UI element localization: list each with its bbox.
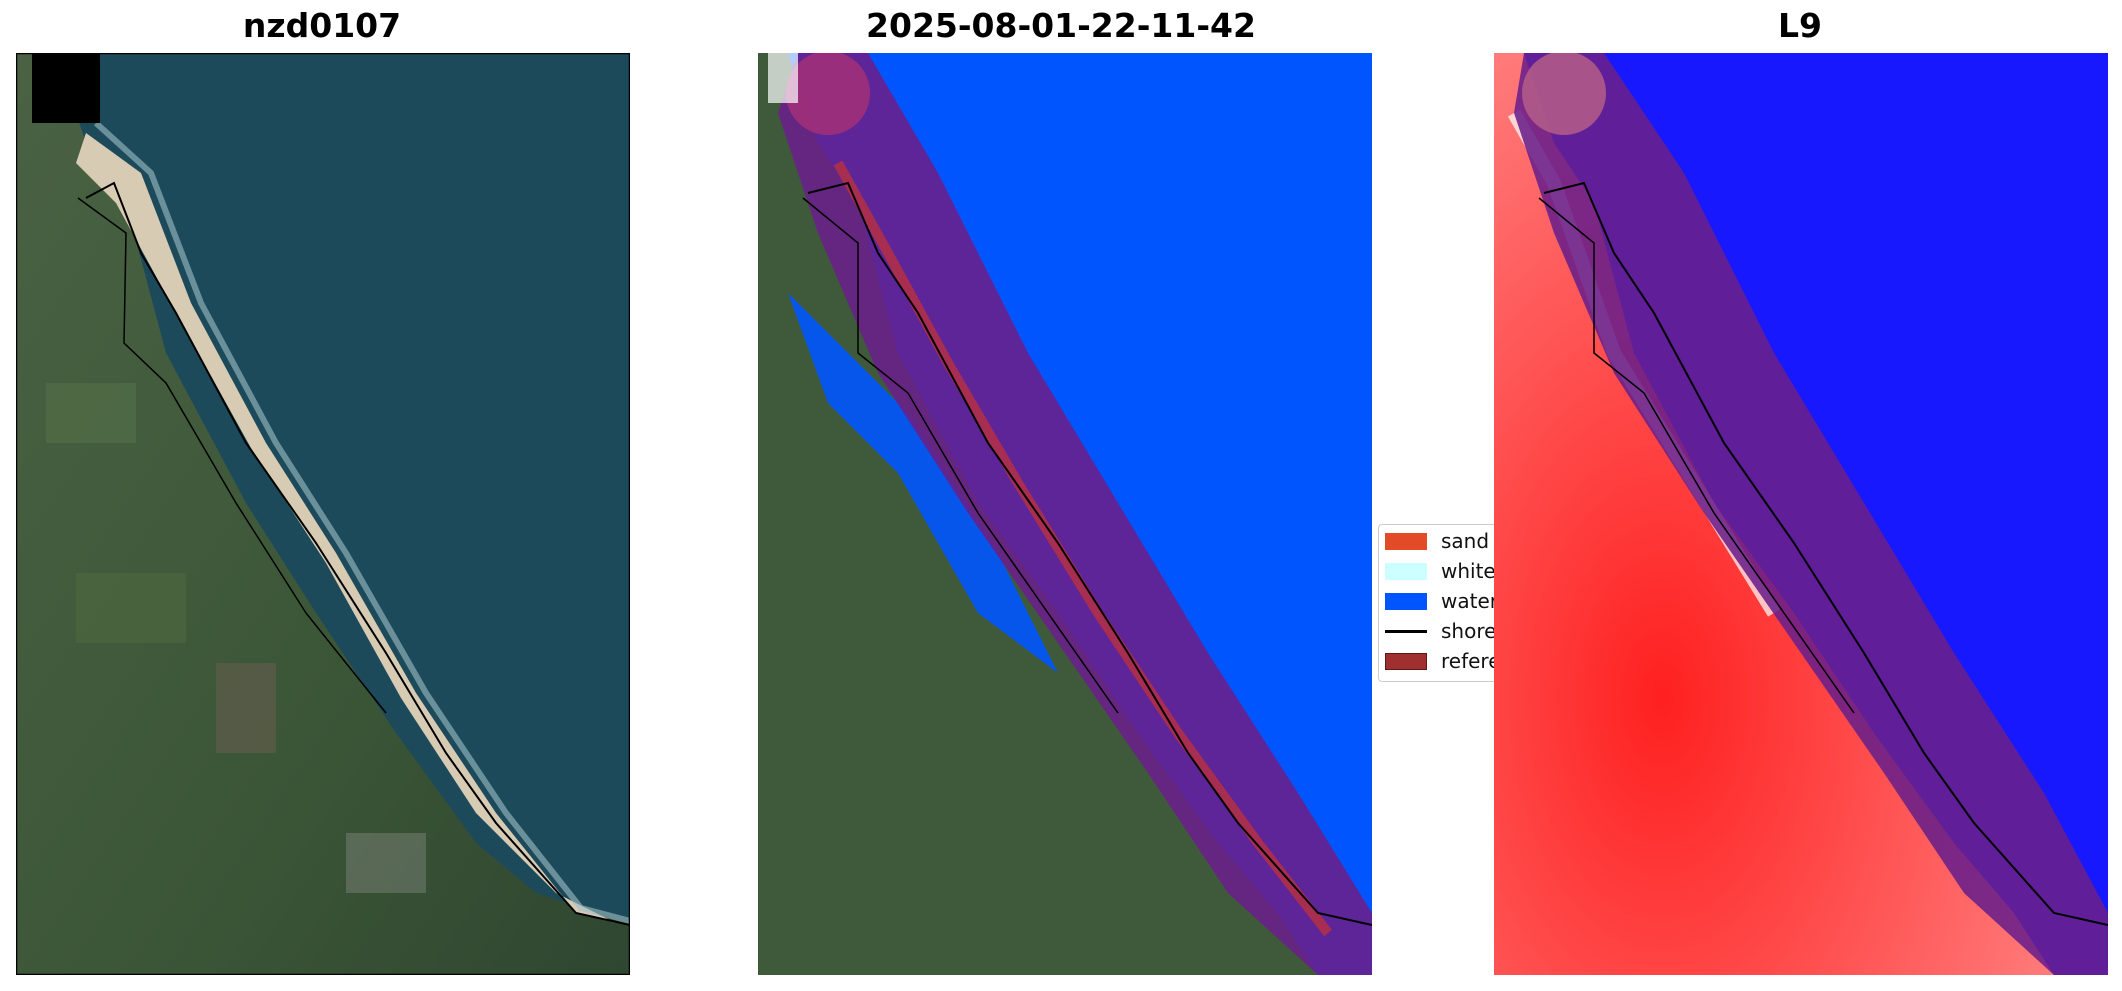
index-panel	[1494, 53, 2108, 975]
legend-label: water	[1441, 589, 1498, 613]
shoreline-swatch	[1385, 629, 1427, 633]
panel-title-classification: 2025-08-01-22-11-42	[866, 6, 1256, 45]
panel-title-rgb: nzd0107	[242, 6, 402, 45]
reference-buffer	[778, 53, 1372, 975]
nodata-block	[32, 53, 100, 123]
legend-label: white	[1441, 559, 1496, 583]
sand-class-strip	[833, 160, 1332, 937]
reference-shoreline-line	[77, 197, 387, 714]
legend-label: sand	[1441, 529, 1490, 553]
reference-buffer	[1514, 53, 2108, 975]
legend-item-white: white	[1385, 559, 1496, 583]
legend-item-reference: reference	[1385, 649, 1497, 673]
shoreline-line	[807, 181, 1372, 926]
land-area	[758, 53, 1318, 975]
legend: sand white water shoreline reference	[1378, 524, 1498, 682]
land-area	[16, 53, 630, 975]
white-swatch	[1385, 562, 1427, 580]
sand-swatch	[1385, 532, 1427, 550]
shoreline-line	[85, 181, 630, 926]
panel-title-index: L9	[1778, 6, 1822, 45]
legend-item-shoreline: shoreline	[1385, 619, 1497, 643]
reference-swatch	[1385, 652, 1427, 670]
legend-label: reference	[1441, 649, 1497, 673]
beach-strip	[76, 133, 616, 923]
legend-item-sand: sand	[1385, 529, 1489, 553]
reference-shoreline-line	[802, 197, 1119, 714]
index-land-area	[1494, 53, 2054, 975]
classification-panel	[758, 53, 1372, 975]
shoreline-line	[1543, 181, 2108, 926]
rgb-image-panel	[16, 53, 630, 975]
water-swatch	[1385, 592, 1427, 610]
reference-shoreline-line	[1538, 197, 1855, 714]
legend-label: shoreline	[1441, 619, 1497, 643]
legend-item-water: water	[1385, 589, 1498, 613]
